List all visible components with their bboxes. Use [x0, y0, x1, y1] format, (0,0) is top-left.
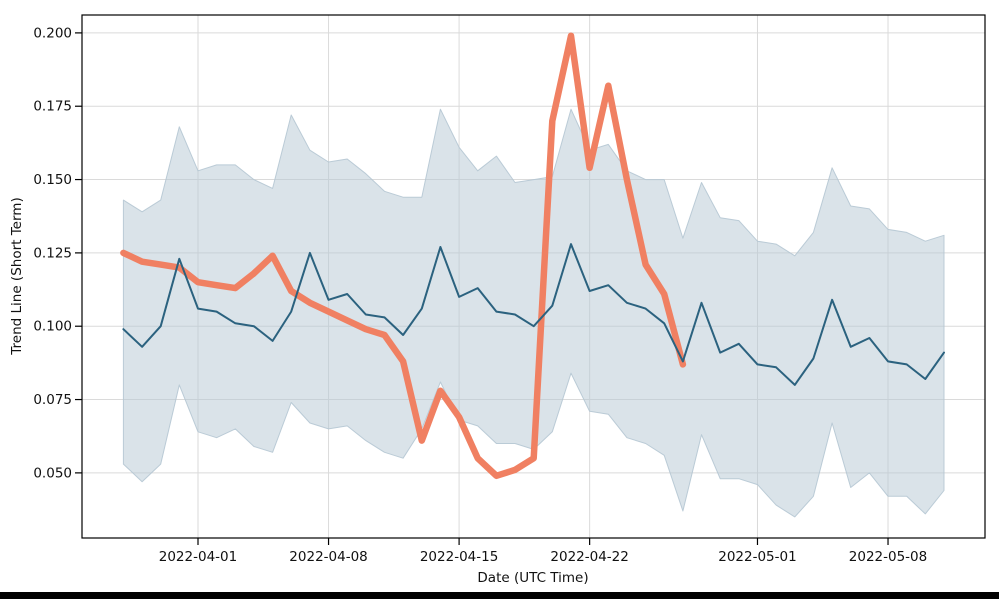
y-tick-label: 0.100: [33, 319, 72, 335]
y-tick-label: 0.050: [33, 465, 72, 481]
y-tick-label: 0.125: [33, 245, 72, 261]
y-tick-label: 0.200: [33, 25, 72, 41]
window-bottom-bar: [0, 592, 999, 599]
plot-border: [81, 14, 986, 539]
x-axis-label: Date (UTC Time): [477, 570, 589, 586]
y-tick-label: 0.175: [33, 99, 72, 115]
x-tick-label: 2022-04-22: [550, 549, 628, 565]
x-tick-label: 2022-05-01: [718, 549, 796, 565]
x-tick-label: 2022-05-08: [849, 549, 927, 565]
y-tick-label: 0.075: [33, 392, 72, 408]
series-trend-line: [120, 32, 687, 480]
series-short-term-value: [122, 243, 945, 386]
x-tick-label: 2022-04-08: [289, 549, 367, 565]
x-tick-label: 2022-04-01: [159, 549, 237, 565]
x-tick-label: 2022-04-15: [420, 549, 498, 565]
y-axis-label: Trend Line (Short Term): [9, 197, 25, 355]
y-tick-label: 0.150: [33, 172, 72, 188]
confidence-band: [122, 108, 945, 518]
